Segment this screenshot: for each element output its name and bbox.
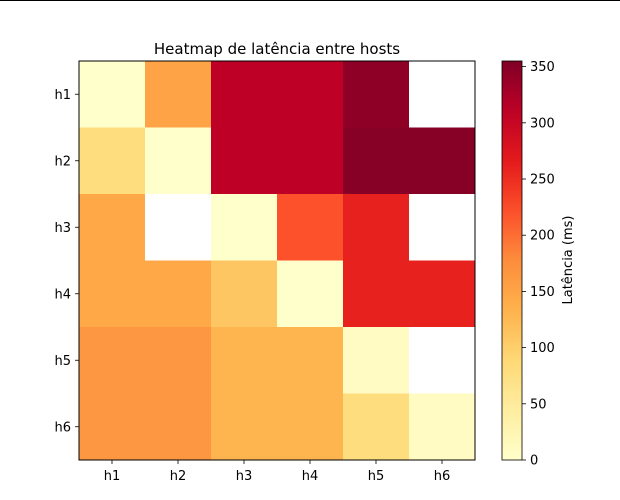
heatmap-cell-h5-h1 — [79, 327, 146, 394]
heatmap-cell-h4-h6 — [409, 260, 476, 328]
y-axis: h1 h2 h3 h4 h5 h6 — [54, 88, 79, 435]
x-tick-label: h4 — [302, 469, 319, 484]
heatmap-cell-h3-h3 — [211, 194, 278, 261]
y-tick-label: h6 — [54, 420, 71, 435]
heatmap-cell-h3-h2 — [145, 194, 212, 261]
x-tick-label: h2 — [170, 469, 187, 484]
colorbar-axis: 0 50 100 150 200 250 300 350 — [522, 60, 555, 469]
heatmap-cell-h2-h1 — [79, 127, 146, 195]
heatmap-cell-h5-h2 — [145, 327, 212, 394]
y-tick-label: h5 — [54, 354, 71, 369]
heatmap-cell-h2-h6 — [409, 127, 476, 195]
x-tick-label: h5 — [368, 469, 385, 484]
heatmap-cell-h4-h2 — [145, 260, 212, 328]
x-tick-label: h6 — [434, 469, 451, 484]
heatmap-cell-h6-h5 — [343, 393, 410, 461]
x-tick-label: h3 — [236, 469, 253, 484]
heatmap-cell-h1-h6 — [409, 61, 476, 128]
heatmap-cell-h2-h5 — [343, 127, 410, 195]
colorbar-tick-label: 50 — [530, 397, 547, 412]
heatmap-cell-h3-h1 — [79, 194, 146, 261]
heatmap-cell-h5-h4 — [277, 327, 344, 394]
heatmap-cell-h6-h2 — [145, 393, 212, 461]
heatmap-cell-h5-h5 — [343, 327, 410, 394]
colorbar-tick-label: 350 — [530, 60, 555, 75]
plot-frame — [78, 60, 476, 461]
top-border-line — [0, 0, 620, 1]
heatmap-cell-h6-h6 — [409, 393, 476, 461]
heatmap-cell-h2-h3 — [211, 127, 278, 195]
heatmap-cell-h1-h3 — [211, 61, 278, 128]
colorbar-label: Latência (ms) — [561, 216, 576, 305]
colorbar-tick-label: 300 — [530, 116, 555, 131]
heatmap-cell-h6-h3 — [211, 393, 278, 461]
heatmap-cell-h5-h3 — [211, 327, 278, 394]
y-tick-label: h3 — [54, 221, 71, 236]
heatmap-cell-h5-h6 — [409, 327, 476, 394]
y-tick-label: h4 — [54, 287, 71, 302]
y-tick-label: h2 — [54, 154, 71, 169]
heatmap-cell-h2-h2 — [145, 127, 212, 195]
heatmap-cell-h1-h5 — [343, 61, 410, 128]
heatmap-cells — [79, 61, 476, 461]
heatmap-cell-h2-h4 — [277, 127, 344, 195]
colorbar-tick-label: 0 — [530, 454, 538, 469]
colorbar — [501, 60, 523, 461]
heatmap-cell-h1-h4 — [277, 61, 344, 128]
colorbar-tick-label: 250 — [530, 173, 555, 188]
x-tick-label: h1 — [104, 469, 121, 484]
heatmap-cell-h3-h6 — [409, 194, 476, 261]
heatmap-cell-h3-h5 — [343, 194, 410, 261]
x-axis: h1 h2 h3 h4 h5 h6 — [104, 460, 451, 484]
heatmap-cell-h4-h4 — [277, 260, 344, 328]
y-tick-label: h1 — [54, 88, 71, 103]
heatmap-cell-h1-h1 — [79, 61, 146, 128]
chart-title: Heatmap de latência entre hosts — [154, 40, 400, 58]
colorbar-tick-label: 200 — [530, 229, 555, 244]
heatmap-cell-h3-h4 — [277, 194, 344, 261]
heatmap-cell-h4-h3 — [211, 260, 278, 328]
heatmap-cell-h4-h5 — [343, 260, 410, 328]
heatmap-cell-h6-h1 — [79, 393, 146, 461]
colorbar-tick-label: 100 — [530, 341, 555, 356]
heatmap-cell-h4-h1 — [79, 260, 146, 328]
colorbar-tick-label: 150 — [530, 285, 555, 300]
heatmap-cell-h1-h2 — [145, 61, 212, 128]
heatmap-cell-h6-h4 — [277, 393, 344, 461]
